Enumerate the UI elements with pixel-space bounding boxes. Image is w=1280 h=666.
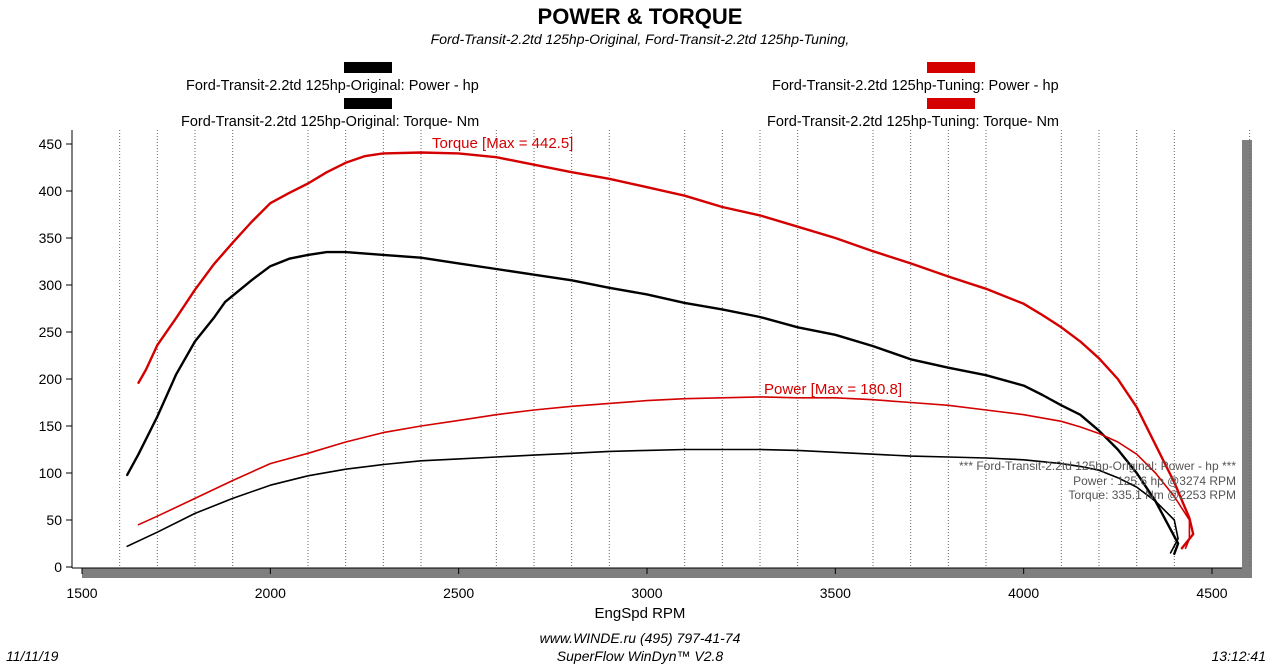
- y-tick-label: 400: [39, 183, 63, 199]
- footer-software: SuperFlow WinDyn™ V2.8: [556, 648, 724, 664]
- x-tick-label: 4000: [1008, 585, 1039, 601]
- torque-max-label: Torque [Max = 442.5]: [432, 135, 573, 152]
- series-line-1: [137, 151, 1195, 550]
- chart-subtitle: Ford-Transit-2.2td 125hp-Original, Ford-…: [430, 31, 850, 47]
- legend-original-torque: Ford-Transit-2.2td 125hp-Original: Torqu…: [181, 114, 480, 130]
- x-tick-label: 3000: [631, 585, 662, 601]
- legend-tuning-power: Ford-Transit-2.2td 125hp-Tuning: Power -…: [772, 78, 1059, 94]
- legend-swatch-tuning-torque: [927, 98, 975, 109]
- legend-swatch-tuning-power: [927, 62, 975, 73]
- plot-area: [72, 130, 1242, 568]
- x-tick-label: 4500: [1196, 585, 1227, 601]
- footer-date: 11/11/19: [6, 648, 59, 664]
- legend-swatch-original-power: [344, 62, 392, 73]
- legend-original-power: Ford-Transit-2.2td 125hp-Original: Power…: [186, 78, 479, 94]
- x-axis-label: EngSpd RPM: [595, 605, 686, 622]
- footer-time: 13:12:41: [1211, 648, 1267, 664]
- legend-swatch-original-torque: [344, 98, 392, 109]
- series-line-2: [126, 448, 1179, 554]
- y-tick-label: 150: [39, 418, 63, 434]
- power-max-label: Power [Max = 180.8]: [764, 381, 902, 398]
- y-tick-label: 50: [46, 512, 62, 528]
- y-tick-label: 450: [39, 136, 63, 152]
- y-tick-label: 100: [39, 465, 63, 481]
- legend-tuning-torque: Ford-Transit-2.2td 125hp-Tuning: Torque-…: [767, 114, 1060, 130]
- chart-title: POWER & TORQUE: [537, 4, 743, 29]
- x-tick-label: 2000: [255, 585, 286, 601]
- footer-contact: www.WINDE.ru (495) 797-41-74: [539, 630, 741, 646]
- y-tick-label: 350: [39, 230, 63, 246]
- summary-header: *** Ford-Transit-2.2td 125hp-Original: P…: [959, 459, 1236, 473]
- x-tick-label: 2500: [443, 585, 474, 601]
- summary-power: Power : 125.6 hp @3274 RPM: [1073, 474, 1236, 488]
- x-tick-label: 3500: [820, 585, 851, 601]
- y-tick-label: 0: [54, 559, 62, 575]
- x-tick-label: 1500: [66, 585, 97, 601]
- summary-torque: Torque: 335.1 Nm @2253 RPM: [1068, 488, 1236, 502]
- series-line-3: [137, 396, 1191, 549]
- series-line-0: [126, 250, 1180, 555]
- y-tick-label: 200: [39, 371, 63, 387]
- y-tick-label: 250: [39, 324, 63, 340]
- y-tick-label: 300: [39, 277, 63, 293]
